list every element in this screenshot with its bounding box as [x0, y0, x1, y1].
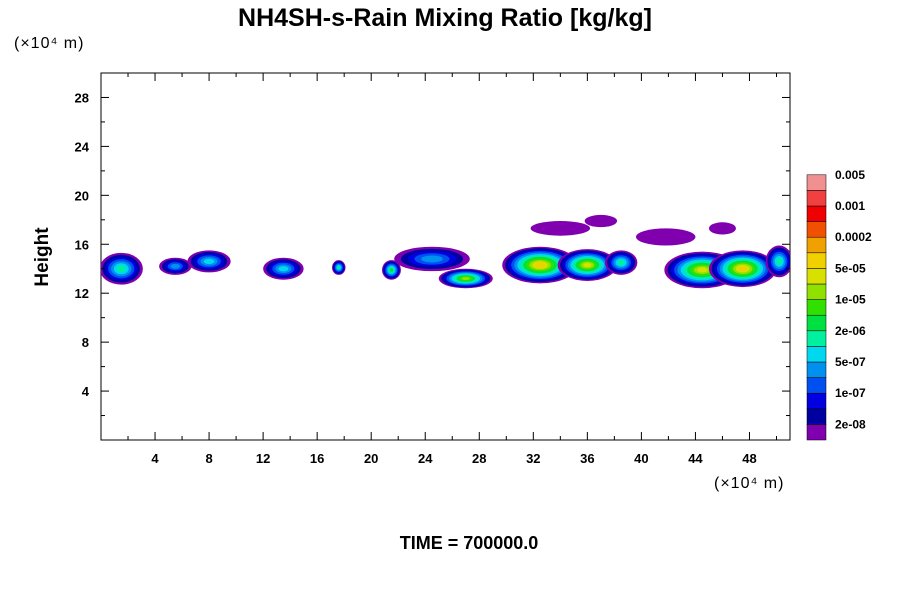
- colorbar-swatch: [806, 299, 827, 316]
- x-tick-label: 20: [364, 451, 378, 466]
- x-tick-label: 16: [310, 451, 324, 466]
- colorbar-swatch: [806, 268, 827, 285]
- colorbar-swatch: [806, 283, 827, 300]
- colorbar-swatch: [806, 314, 827, 332]
- colorbar-swatch: [806, 205, 827, 222]
- colorbar-label: 5e-05: [835, 261, 866, 275]
- x-axis-ticks: 4 8 12 16 20 24 28 32 36 40 44 48: [127, 73, 777, 466]
- contour-level: [535, 262, 545, 268]
- colorbar-swatch: [806, 424, 827, 441]
- y-tick-label: 20: [75, 188, 89, 203]
- y-axis-ticks: 4 8 12 16 20 24 28: [75, 90, 790, 417]
- contour-level: [170, 263, 180, 269]
- colorbar-swatch: [806, 346, 827, 363]
- x-tick-label: 4: [151, 451, 159, 466]
- x-tick-label: 32: [526, 451, 540, 466]
- contour-level: [583, 262, 592, 268]
- x-tick-label: 40: [634, 451, 648, 466]
- colorbar-label: 0.001: [835, 199, 865, 213]
- x-unit-label: (×10⁴ m): [714, 475, 784, 492]
- colorbar: 2e-08 1e-07 5e-07 2e-06 1e-05 5e-05 0.0002 0.00…: [806, 168, 872, 441]
- colorbar-swatch: [806, 361, 827, 378]
- x-tick-label: 28: [472, 451, 486, 466]
- contour-level: [738, 266, 748, 272]
- contour-level: [696, 267, 708, 273]
- colorbar-label: 2e-08: [835, 417, 866, 431]
- y-tick-label: 8: [82, 335, 89, 350]
- contour-level: [421, 255, 443, 263]
- x-tick-label: 48: [742, 451, 756, 466]
- y-tick-label: 16: [75, 237, 89, 252]
- contour-level: [635, 228, 696, 246]
- contour-level: [337, 265, 341, 270]
- y-tick-label: 28: [75, 90, 89, 105]
- contour-level: [584, 214, 618, 228]
- contour-level: [203, 258, 215, 265]
- colorbar-swatch: [806, 408, 827, 425]
- y-unit-label: (×10⁴ m): [14, 35, 84, 52]
- colorbar-swatch: [806, 330, 827, 347]
- y-tick-label: 24: [75, 139, 90, 154]
- colorbar-swatch: [806, 174, 827, 191]
- colorbar-swatch: [806, 190, 827, 207]
- x-tick-label: 24: [418, 451, 433, 466]
- colorbar-label: 2e-06: [835, 324, 866, 338]
- colorbar-swatch: [806, 236, 827, 254]
- y-axis-label: Height: [32, 227, 53, 287]
- contour-level: [278, 266, 289, 272]
- contour-level: [530, 221, 591, 236]
- colorbar-label: 1e-05: [835, 293, 866, 307]
- colorbar-swatch: [806, 377, 827, 394]
- colorbar-label: 0.0002: [835, 230, 872, 244]
- contour-level: [461, 277, 470, 280]
- time-label: TIME = 700000.0: [400, 533, 539, 553]
- x-tick-label: 44: [688, 451, 703, 466]
- x-tick-label: 12: [256, 451, 270, 466]
- contour-level: [776, 258, 783, 265]
- y-tick-label: 4: [82, 384, 90, 399]
- colorbar-label: 0.005: [835, 168, 865, 182]
- x-tick-label: 8: [205, 451, 212, 466]
- chart-title: NH4SH-s-Rain Mixing Ratio [kg/kg]: [238, 4, 652, 32]
- colorbar-swatch: [806, 392, 827, 410]
- x-tick-label: 36: [580, 451, 594, 466]
- colorbar-swatch: [806, 221, 827, 238]
- colorbar-swatch: [806, 252, 827, 269]
- y-tick-label: 12: [75, 286, 89, 301]
- colorbar-label: 1e-07: [835, 386, 866, 400]
- contour-level: [116, 265, 126, 273]
- contour-fields: [101, 214, 790, 289]
- contour-level: [617, 260, 625, 266]
- colorbar-label: 5e-07: [835, 355, 866, 369]
- plot-area: [100, 72, 791, 441]
- contour-level: [389, 268, 394, 272]
- contour-level: [708, 222, 736, 235]
